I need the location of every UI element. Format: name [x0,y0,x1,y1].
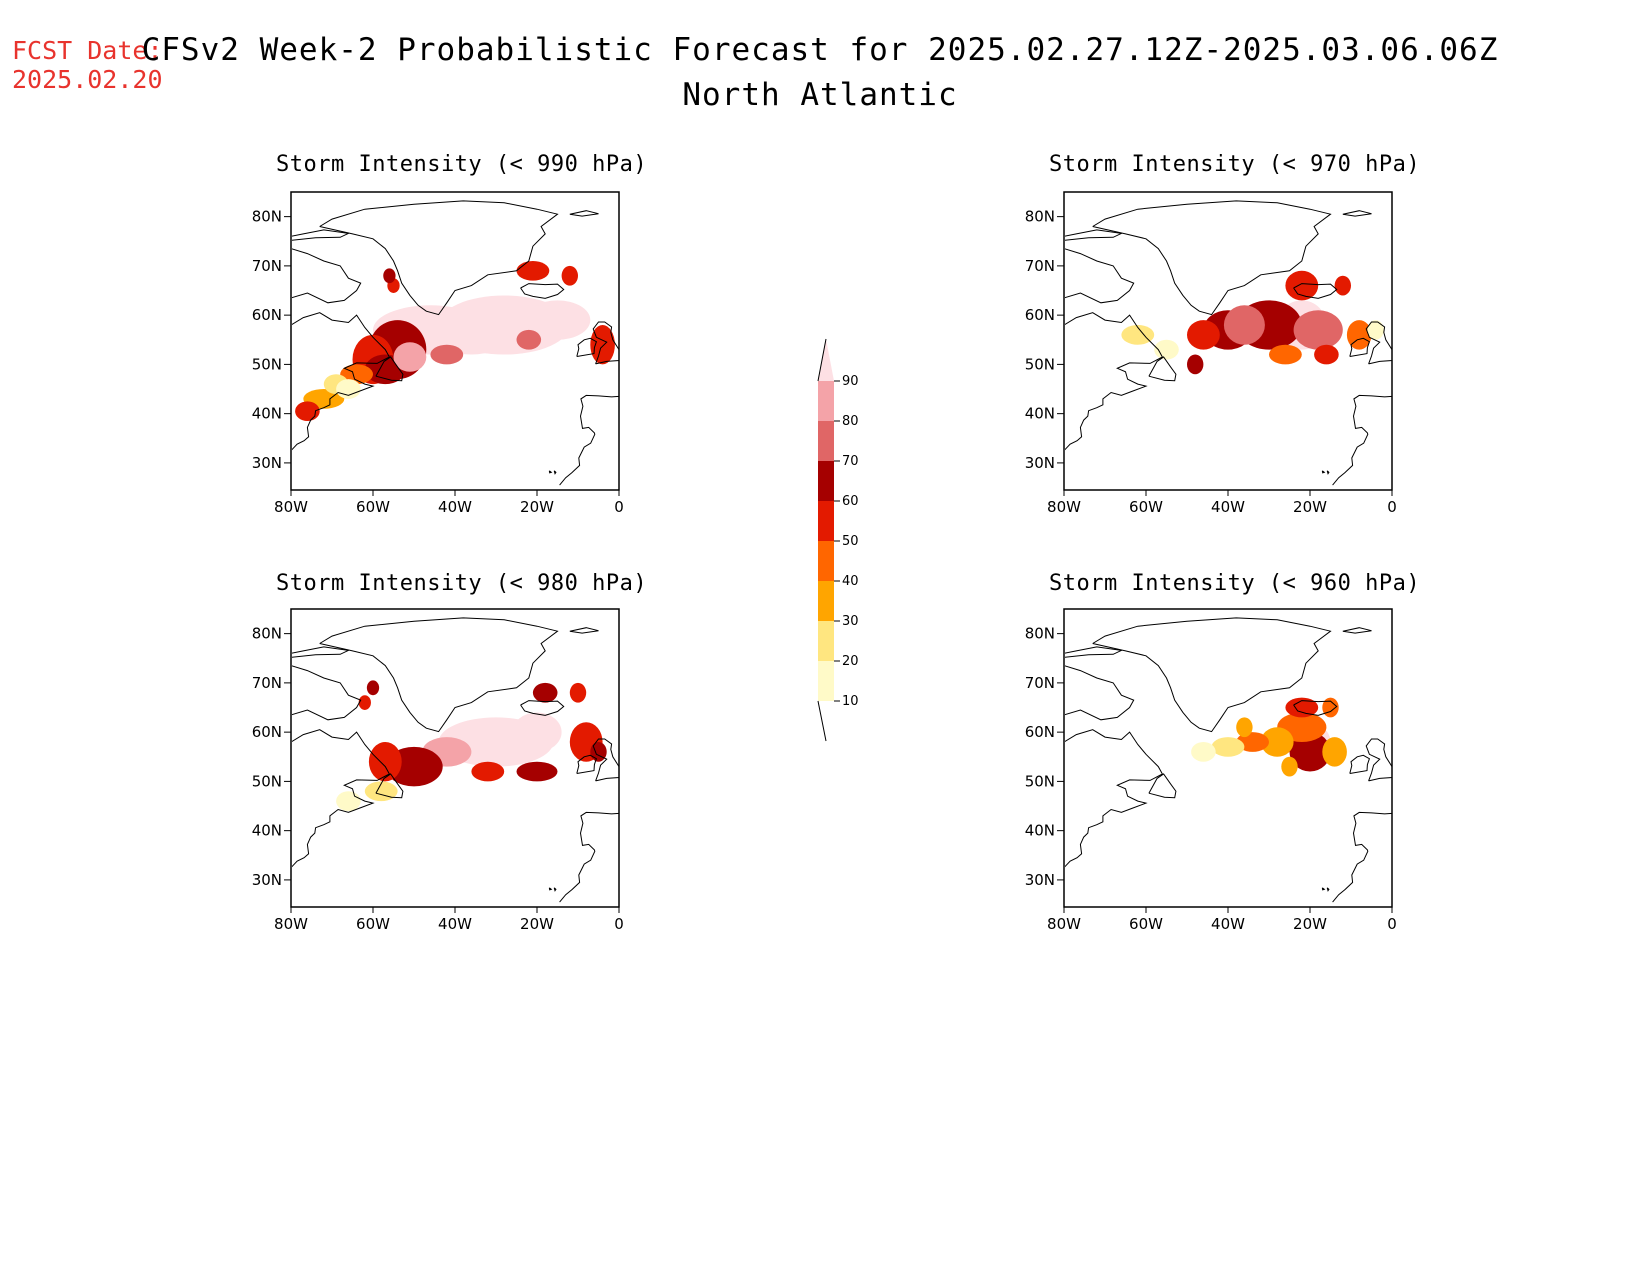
colorbar-tick-label: 90 [842,374,859,389]
map-panel-980: 80N 70N 60N 50N 40N 30N 80W 60W 40W 20W 0 [252,608,624,933]
map-panel-990: 80N 70N 60N 50N 40N 30N 80W 60W 40W 20W 0 [252,191,624,516]
coastlines [1065,200,1393,486]
colorbar-tick-label: 40 [842,574,859,589]
lon-tick-label: 0 [1387,498,1397,516]
fcst-date-label: FCST Date: [12,36,163,65]
lat-tick-label: 30N [1025,454,1055,472]
panel-title-980: Storm Intensity (< 980 hPa) [276,571,648,596]
coastlines [292,200,620,486]
lon-tick-label: 0 [614,915,624,933]
coastlines [292,617,620,903]
lat-tick-label: 30N [1025,871,1055,889]
lon-tick-label: 20W [1293,915,1327,933]
lon-tick-label: 80W [274,498,308,516]
lat-tick-label: 30N [252,871,282,889]
panel-title-970: Storm Intensity (< 970 hPa) [1049,152,1421,177]
lon-tick-label: 20W [520,915,554,933]
lat-tick-label: 40N [1025,822,1055,840]
map-panel-970: 80N 70N 60N 50N 40N 30N 80W 60W 40W 20W 0 [1025,191,1397,516]
colorbar-bin [818,381,834,421]
lon-tick-label: 20W [1293,498,1327,516]
lat-tick-label: 50N [1025,355,1055,373]
lon-tick-label: 0 [1387,915,1397,933]
lat-tick-label: 60N [252,723,282,741]
lon-tick-label: 40W [438,498,472,516]
colorbar-bin [818,661,834,701]
colorbar-bin [818,621,834,661]
lat-tick-label: 40N [252,405,282,423]
colorbar-tick-label: 80 [842,414,859,429]
colorbar-tick-label: 50 [842,534,859,549]
panel-title-960: Storm Intensity (< 960 hPa) [1049,571,1421,596]
colorbar-tick-label: 70 [842,454,859,469]
colorbar-tick-label: 60 [842,494,859,509]
lat-tick-label: 50N [252,772,282,790]
lat-tick-label: 60N [1025,306,1055,324]
colorbar-bin [818,501,834,541]
lat-tick-label: 70N [1025,674,1055,692]
lon-tick-label: 40W [438,915,472,933]
lat-tick-label: 60N [252,306,282,324]
lat-tick-label: 40N [1025,405,1055,423]
probability-colorbar: 90 80 70 60 50 40 30 20 10 [817,338,859,742]
lon-tick-label: 60W [1129,498,1163,516]
lat-tick-label: 40N [252,822,282,840]
page-title: CFSv2 Week-2 Probabilistic Forecast for … [141,32,1499,68]
lon-tick-label: 60W [356,915,390,933]
lon-tick-label: 80W [274,915,308,933]
lon-tick-label: 60W [1129,915,1163,933]
colorbar-top-arrow [818,339,834,381]
lon-tick-label: 40W [1211,498,1245,516]
region-subtitle: North Atlantic [682,77,958,113]
lat-tick-label: 80N [252,208,282,226]
coastlines [1065,617,1393,903]
lat-tick-label: 80N [252,625,282,643]
lon-tick-label: 80W [1047,498,1081,516]
lat-tick-label: 50N [1025,772,1055,790]
probability-fill [1121,270,1384,375]
colorbar-bin [818,581,834,621]
colorbar-tick-label: 30 [842,614,859,629]
lon-tick-label: 60W [356,498,390,516]
lat-tick-label: 70N [1025,257,1055,275]
colorbar-bin [818,541,834,581]
lat-tick-label: 80N [1025,625,1055,643]
lat-tick-label: 50N [252,355,282,373]
map-panel-960: 80N 70N 60N 50N 40N 30N 80W 60W 40W 20W 0 [1025,608,1397,933]
lon-tick-label: 40W [1211,915,1245,933]
colorbar-tick-label: 20 [842,654,859,669]
panel-title-990: Storm Intensity (< 990 hPa) [276,152,648,177]
lon-tick-label: 80W [1047,915,1081,933]
lon-tick-label: 0 [614,498,624,516]
lat-tick-label: 70N [252,257,282,275]
fcst-date-value: 2025.02.20 [12,65,163,94]
colorbar-tick-label: 10 [842,694,859,709]
probability-fill [336,680,607,811]
colorbar-bottom-arrow [818,701,834,741]
colorbar-bin [818,461,834,501]
lat-tick-label: 30N [252,454,282,472]
lat-tick-label: 80N [1025,208,1055,226]
lon-tick-label: 20W [520,498,554,516]
probability-fill [295,260,615,422]
lat-tick-label: 70N [252,674,282,692]
colorbar-bin [818,421,834,461]
lat-tick-label: 60N [1025,723,1055,741]
probability-fill [1191,697,1347,777]
forecast-date-block: FCST Date: 2025.02.20 [12,36,163,94]
